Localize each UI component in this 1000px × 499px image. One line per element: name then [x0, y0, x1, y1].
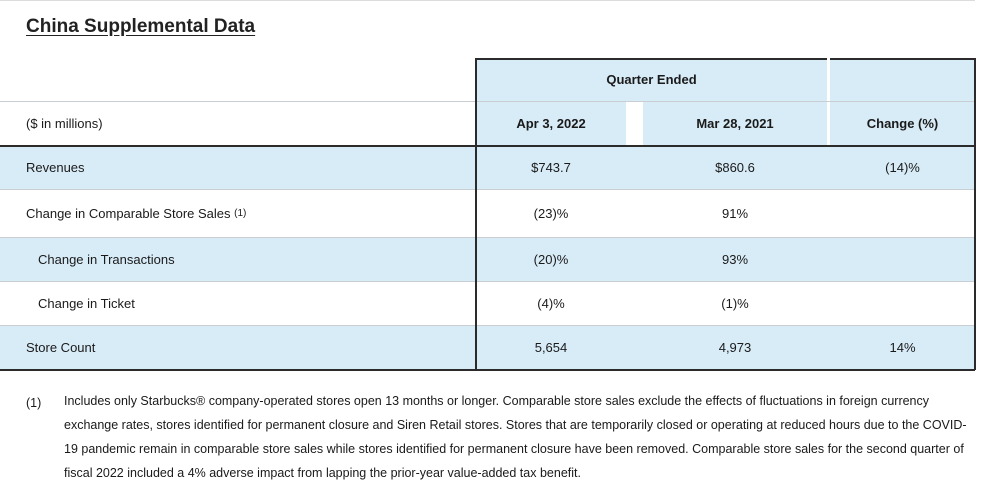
footnote-text: Includes only Starbucks® company-operate… [64, 394, 967, 480]
table-cell: 5,654 [534, 340, 568, 355]
table-cell: $860.6 [715, 160, 755, 175]
top-divider [0, 0, 975, 1]
rule [0, 145, 975, 147]
footnote-marker: (1) [26, 396, 42, 410]
footnote-reference: (1) [234, 208, 247, 219]
rule [476, 58, 827, 60]
row-label-store-count: Store Count [26, 340, 96, 355]
table-cell: 14% [889, 340, 916, 355]
table-cell [830, 238, 975, 281]
column-divider [475, 58, 477, 370]
table-cell: (20)% [533, 252, 569, 267]
row-label-header: ($ in millions) [26, 116, 103, 131]
table-cell [830, 192, 975, 235]
table-cell: 4,973 [718, 340, 752, 355]
row-label-transactions: Change in Transactions [38, 252, 175, 267]
group-header: Quarter Ended [606, 72, 697, 87]
column-header-mar-2021: Mar 28, 2021 [696, 116, 774, 131]
col-header-cell-1 [476, 102, 626, 145]
row-label-revenues: Revenues [26, 160, 85, 175]
row-band-transactions [0, 238, 975, 281]
column-header-apr-2022: Apr 3, 2022 [516, 116, 586, 131]
rule [0, 101, 975, 102]
rule [0, 237, 975, 238]
table-cell: (1)% [721, 296, 749, 311]
table-cell: 93% [721, 252, 749, 267]
table-cell [830, 282, 975, 325]
table-cell: (4)% [537, 296, 565, 311]
table-cell: (14)% [885, 160, 920, 175]
row-label-comparable-sales: Change in Comparable Store Sales (1) [26, 192, 246, 235]
column-header-change: Change (%) [866, 116, 939, 131]
rule [0, 369, 975, 371]
table-cell: $743.7 [531, 160, 571, 175]
rule [0, 325, 975, 326]
table-cell: 91% [721, 206, 749, 221]
col-header-cell-2 [643, 102, 827, 145]
supplemental-data-table: Quarter Ended ($ in millions) Apr 3, 202… [0, 58, 976, 371]
page-title: China Supplemental Data [26, 16, 256, 37]
row-band-revenues [0, 146, 975, 189]
row-band-store-count [0, 326, 975, 369]
row-label-ticket: Change in Ticket [38, 296, 135, 311]
row-label-text: Change in Comparable Store Sales [26, 206, 231, 221]
rule [0, 189, 975, 190]
rule [0, 281, 975, 282]
rule [830, 58, 975, 60]
column-divider [974, 58, 976, 370]
table-cell: (23)% [533, 206, 569, 221]
group-header-cell [476, 58, 827, 101]
